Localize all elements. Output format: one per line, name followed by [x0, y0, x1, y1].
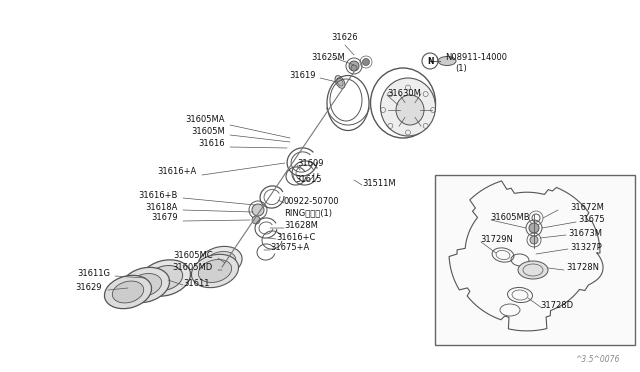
Text: 31327P: 31327P [570, 243, 602, 251]
Text: 31729N: 31729N [480, 235, 513, 244]
Text: 31675: 31675 [578, 215, 605, 224]
Text: 31672M: 31672M [570, 203, 604, 212]
Text: 31605MC: 31605MC [173, 250, 213, 260]
Circle shape [351, 65, 357, 71]
Circle shape [530, 236, 538, 244]
Ellipse shape [518, 261, 548, 279]
Ellipse shape [191, 254, 239, 288]
Text: 31605MD: 31605MD [173, 263, 213, 272]
Text: 31609: 31609 [297, 158, 323, 167]
Text: 31605MB: 31605MB [490, 214, 530, 222]
Text: 00922-50700: 00922-50700 [284, 196, 340, 205]
Text: 31675+A: 31675+A [270, 244, 309, 253]
Text: (1): (1) [455, 64, 467, 73]
Ellipse shape [337, 78, 343, 86]
Text: 31616+B: 31616+B [139, 190, 178, 199]
Text: 31616: 31616 [198, 140, 225, 148]
Text: 31616+C: 31616+C [276, 232, 316, 241]
Ellipse shape [438, 57, 456, 65]
Circle shape [349, 61, 359, 71]
Text: 31611G: 31611G [77, 269, 110, 278]
Ellipse shape [112, 281, 144, 303]
Text: 31605M: 31605M [191, 128, 225, 137]
Text: N: N [427, 57, 433, 65]
Text: 31626: 31626 [332, 33, 358, 42]
Circle shape [252, 204, 264, 216]
Text: ^3.5^0076: ^3.5^0076 [575, 356, 620, 365]
Ellipse shape [204, 251, 236, 273]
Ellipse shape [140, 260, 191, 296]
Circle shape [252, 216, 260, 224]
Ellipse shape [396, 95, 424, 125]
Text: N08911-14000: N08911-14000 [445, 52, 507, 61]
Text: 31673M: 31673M [568, 228, 602, 237]
Ellipse shape [335, 76, 345, 89]
Text: 31611: 31611 [183, 279, 209, 288]
Text: 31615: 31615 [295, 174, 321, 183]
Circle shape [529, 223, 539, 233]
Circle shape [362, 58, 369, 65]
Ellipse shape [147, 266, 182, 291]
Text: 31625M: 31625M [311, 52, 345, 61]
Bar [435, 175, 635, 345]
Text: 31629: 31629 [76, 283, 102, 292]
Text: 31511M: 31511M [362, 179, 396, 187]
Text: 31679: 31679 [152, 214, 178, 222]
Text: RINGリング(1): RINGリング(1) [284, 208, 332, 218]
Ellipse shape [129, 273, 162, 296]
Text: 31605MA: 31605MA [186, 115, 225, 125]
Text: 31619: 31619 [289, 71, 316, 80]
Ellipse shape [104, 275, 152, 309]
Text: 31628M: 31628M [284, 221, 318, 231]
Ellipse shape [120, 267, 170, 303]
Text: 31618A: 31618A [146, 202, 178, 212]
Text: 31616+A: 31616+A [157, 167, 197, 176]
Text: 31728N: 31728N [566, 263, 599, 273]
Text: 31630M: 31630M [387, 89, 421, 97]
Text: 31728D: 31728D [540, 301, 573, 311]
Ellipse shape [381, 78, 435, 136]
Ellipse shape [198, 260, 232, 282]
Ellipse shape [198, 246, 242, 278]
